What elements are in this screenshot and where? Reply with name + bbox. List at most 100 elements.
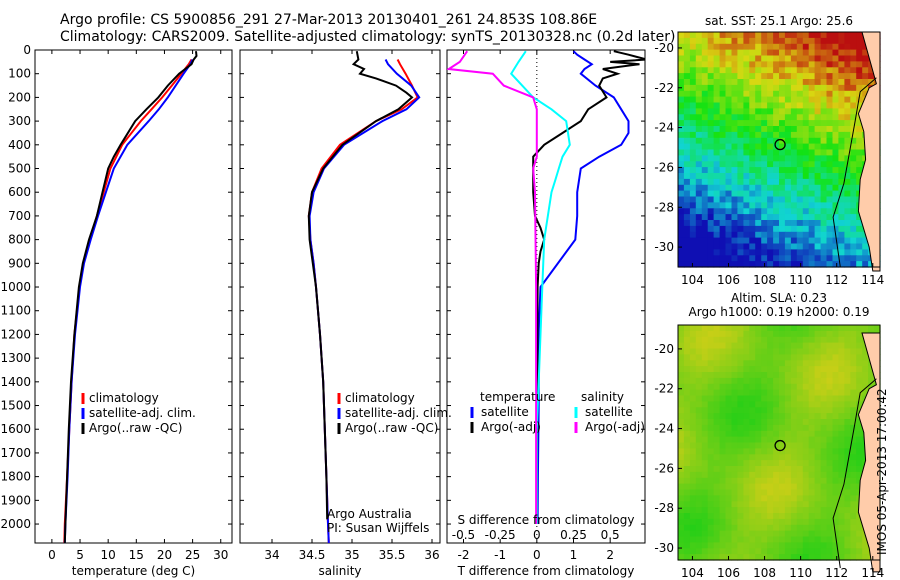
land-mask [857, 332, 881, 573]
series-line-satellite [536, 50, 630, 525]
map-x-tick-label: 112 [825, 566, 848, 580]
sla-map-field [678, 325, 881, 561]
map-frame [677, 31, 881, 268]
series-line-argo-adj- [532, 50, 645, 525]
y-tick-label: 1000 [0, 280, 31, 294]
sst-map-title: sat. SST: 25.1 Argo: 25.6 [705, 14, 853, 28]
map-y-tick-label: -22 [654, 81, 674, 95]
y-tick-label: 1800 [0, 470, 31, 484]
map-y-tick-label: -26 [654, 160, 674, 174]
x-tick-label: 1 [570, 548, 578, 562]
y-tick-label: 600 [8, 185, 31, 199]
imos-timestamp: IMOS 05-Apr-2013 17:00:42 [875, 388, 889, 555]
map-x-tick-label: 106 [717, 273, 740, 287]
header-line-2: Climatology: CARS2009. Satellite-adjuste… [60, 29, 676, 45]
x-tick-label: 0 [533, 548, 541, 562]
series-line-argo-raw-qc- [63, 51, 198, 543]
y-tick-label: 900 [8, 256, 31, 270]
diff-s-tick-label: 0 [533, 528, 541, 542]
diff-legend-title-temperature: temperature [480, 390, 555, 404]
bathymetry-contour [832, 77, 877, 268]
map-x-tick-label: 108 [753, 566, 776, 580]
argo-location-marker [774, 439, 786, 452]
y-tick-label: 1700 [0, 446, 31, 460]
x-tick-label: 34 [264, 548, 279, 562]
x-tick-label: -1 [494, 548, 506, 562]
sla-map-title-line-2: Argo h1000: 0.19 h2000: 0.19 [689, 305, 870, 319]
series-line-argo-raw-qc- [307, 51, 414, 520]
map-y-tick-label: -28 [654, 200, 674, 214]
x-axis-label: salinity [318, 564, 361, 578]
y-tick-label: 1100 [0, 304, 31, 318]
map-x-tick-label: 106 [717, 566, 740, 580]
map-y-tick-label: -24 [654, 422, 674, 436]
y-tick-label: 800 [8, 233, 31, 247]
map-y-tick-label: -30 [654, 240, 674, 254]
map-x-tick-label: 110 [789, 566, 812, 580]
temperature-legend-label: satellite-adj. clim. [89, 406, 196, 420]
diff-legend-title-salinity: salinity [581, 390, 624, 404]
bathymetry-contour [832, 378, 877, 569]
y-tick-label: 500 [8, 162, 31, 176]
y-tick-label: 1200 [0, 327, 31, 341]
x-tick-label: 35.5 [379, 548, 406, 562]
land-mask [857, 31, 881, 272]
y-tick-label: 1400 [0, 375, 31, 389]
diff-s-tick-label: 0.25 [560, 528, 587, 542]
x-tick-label: 30 [213, 548, 228, 562]
y-tick-label: 2000 [0, 517, 31, 531]
map-x-tick-label: 104 [681, 566, 704, 580]
map-y-tick-label: -26 [654, 461, 674, 475]
x-tick-label: 0 [48, 548, 56, 562]
x-axis-label: temperature (deg C) [72, 564, 195, 578]
y-tick-label: 700 [8, 209, 31, 223]
map-x-tick-label: 114 [861, 566, 884, 580]
salinity-legend-label: climatology [345, 391, 415, 405]
diff-s-tick-label: -0.5 [452, 528, 475, 542]
y-tick-label: 1300 [0, 351, 31, 365]
annotation-line-2: PI: Susan Wijffels [327, 521, 429, 535]
map-x-tick-label: 114 [861, 273, 884, 287]
temperature-legend-label: climatology [89, 391, 159, 405]
y-tick-label: 200 [8, 90, 31, 104]
y-tick-label: 1900 [0, 493, 31, 507]
diff-s-tick-label: 0.5 [601, 528, 620, 542]
map-y-tick-label: -22 [654, 382, 674, 396]
map-y-tick-label: -28 [654, 501, 674, 515]
x-tick-label: 25 [185, 548, 200, 562]
salinity-legend-label: satellite-adj. clim. [345, 406, 452, 420]
argo-location-marker [774, 138, 786, 151]
y-tick-label: 1500 [0, 399, 31, 413]
header-line-1: Argo profile: CS 5900856_291 27-Mar-2013… [60, 12, 598, 28]
plot-frame-3 [446, 49, 646, 544]
sst-map-field [678, 32, 881, 268]
salinity-legend-label: Argo(..raw -QC) [345, 421, 438, 435]
diff-legend-label: satellite [481, 405, 529, 419]
map-y-tick-label: -24 [654, 121, 674, 135]
map-x-tick-label: 108 [753, 273, 776, 287]
x-tick-label: 15 [129, 548, 144, 562]
diff-legend-label: Argo(-adj) [585, 420, 645, 434]
map-x-tick-label: 104 [681, 273, 704, 287]
x-axis-label: T difference from climatology [457, 564, 635, 578]
map-y-tick-label: -30 [654, 541, 674, 555]
figure-header: Argo profile: CS 5900856_291 27-Mar-2013… [60, 12, 675, 46]
diff-s-axis-label: S difference from climatology [458, 513, 635, 527]
diff-legend-label: satellite [585, 405, 633, 419]
diff-legend-label: Argo(-adj) [481, 420, 541, 434]
y-tick-label: 1600 [0, 422, 31, 436]
x-tick-label: 35 [344, 548, 359, 562]
series-line-argo-adj- [447, 50, 538, 524]
y-tick-label: 100 [8, 67, 31, 81]
y-tick-label: 0 [23, 43, 31, 57]
map-y-tick-label: -20 [654, 342, 674, 356]
series-line-satellite [509, 50, 571, 524]
diff-s-tick-label: -0.25 [485, 528, 516, 542]
map-frame [677, 324, 881, 561]
x-tick-label: 2 [606, 548, 614, 562]
map-x-tick-label: 110 [789, 273, 812, 287]
x-tick-label: 20 [157, 548, 172, 562]
map-x-tick-label: 112 [825, 273, 848, 287]
temperature-legend-label: Argo(..raw -QC) [89, 421, 182, 435]
x-tick-label: 36 [424, 548, 439, 562]
